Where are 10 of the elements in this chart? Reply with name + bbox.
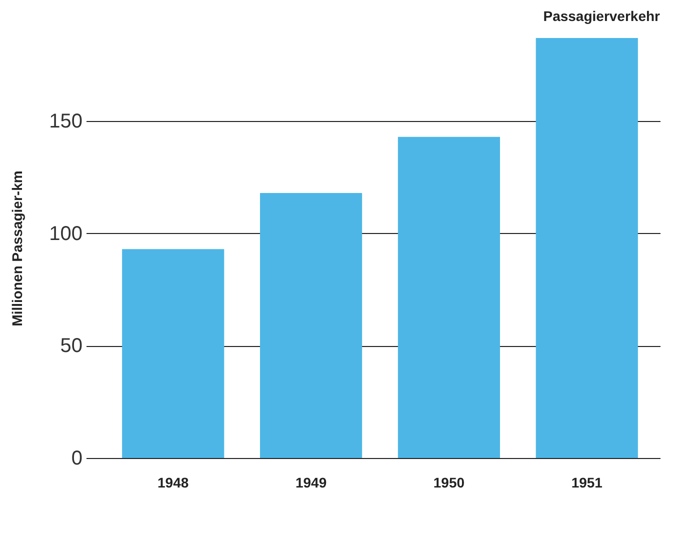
x-tick-label: 1948 — [158, 474, 189, 490]
y-tick-label: 50 — [60, 335, 82, 358]
chart-title: Passagierverkehr — [543, 8, 661, 24]
x-tick-label: 1950 — [433, 474, 465, 490]
y-axis-title: Millionen Passagier-km — [9, 170, 26, 326]
y-tick-label: 0 — [71, 448, 82, 470]
y-tick-label: 100 — [49, 222, 82, 245]
y-tick-label: 150 — [49, 110, 82, 133]
x-tick-label: 1949 — [295, 474, 327, 490]
x-tick-label: 1951 — [571, 474, 603, 490]
